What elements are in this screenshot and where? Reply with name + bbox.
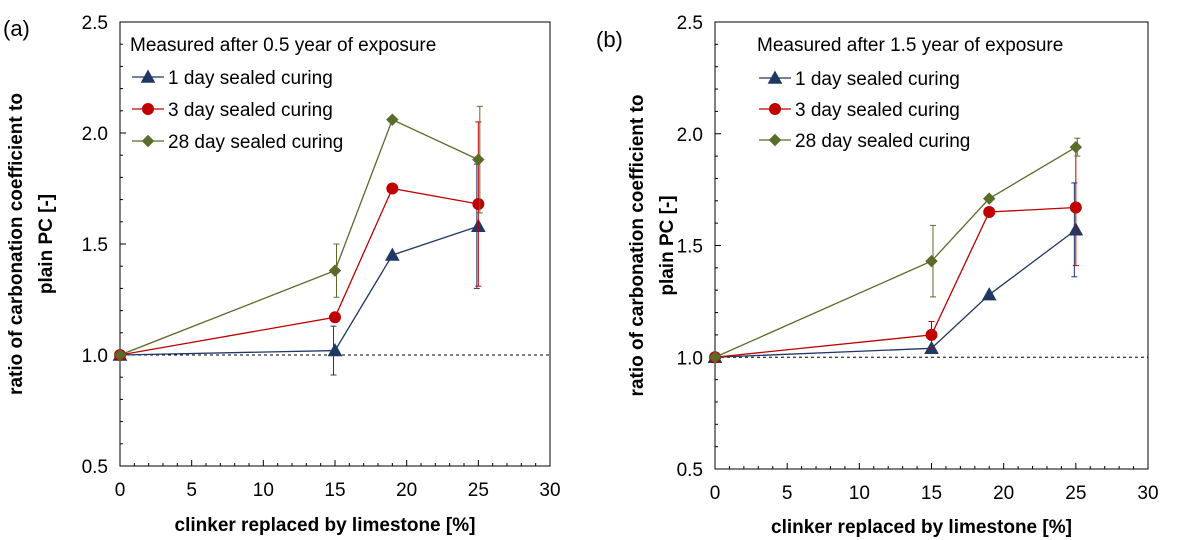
y-tick-label: 0.5	[677, 460, 703, 481]
x-tick-label: 25	[1065, 483, 1086, 504]
x-axis-title: clinker replaced by limestone [%]	[175, 515, 476, 536]
data-point	[925, 254, 938, 268]
data-point	[708, 351, 722, 364]
data-point	[384, 247, 400, 261]
y-tick-label: 0.5	[82, 457, 108, 478]
data-point	[386, 113, 399, 126]
data-point	[327, 343, 343, 357]
legend-marker	[768, 133, 782, 147]
legend-entry-label: 3 day sealed curing	[168, 100, 333, 121]
series-1	[709, 148, 1082, 364]
panel-b: (b) 0.5 1.0 1.5 2.0 2.5 0 5 10 15 20 25 30 clinker re…	[596, 13, 1159, 538]
series-line	[119, 187, 479, 356]
x-axis-title: clinker replaced by limestone [%]	[771, 517, 1072, 538]
y-axis-title-line1: ratio of carbonation coefficient to	[627, 95, 648, 397]
legend-title: Measured after 1.5 year of exposure	[757, 35, 1063, 56]
x-tick-label: 20	[993, 483, 1014, 504]
data-point	[472, 198, 485, 211]
x-tick-label: 30	[1137, 483, 1158, 504]
legend-marker	[140, 69, 156, 83]
series-line	[714, 229, 1077, 358]
series-2	[113, 105, 485, 362]
series-2	[708, 137, 1083, 364]
legend-marker	[142, 103, 154, 115]
legend: Measured after 1.5 year of exposure 1 day…	[757, 35, 1063, 152]
legend-title: Measured after 0.5 year of exposure	[130, 35, 436, 56]
legend-entry-label: 28 day sealed curing	[795, 131, 970, 152]
data-point	[983, 205, 996, 218]
panel-label: (a)	[3, 16, 30, 41]
x-tick-label: 20	[396, 480, 417, 501]
data-point	[925, 328, 938, 341]
x-tick-label: 25	[468, 480, 489, 501]
y-tick-label: 1.0	[677, 348, 703, 369]
x-tick-label: 5	[782, 483, 793, 504]
x-tick-label: 30	[539, 480, 560, 501]
legend-marker	[767, 70, 783, 84]
legend: Measured after 0.5 year of exposure 1 day…	[130, 35, 436, 153]
series-1	[114, 121, 485, 361]
data-point	[472, 153, 485, 166]
y-tick-label: 2.0	[677, 125, 703, 146]
data-point	[1069, 201, 1082, 214]
y-axis-title-line1: ratio of carbonation coefficient to	[6, 93, 27, 395]
series-line	[714, 146, 1077, 358]
y-axis-title-line2: plain PC [-]	[657, 195, 678, 295]
legend-entry-label: 28 day sealed curing	[168, 132, 343, 153]
x-tick-label: 10	[253, 480, 274, 501]
y-axis-title-line2: plain PC [-]	[36, 194, 57, 294]
legend-entry-label: 1 day sealed curing	[795, 69, 960, 90]
y-tick-label: 2.0	[82, 124, 108, 145]
panel-a: (a) 0.5 1.0 1.5 2.0 2.5 0 5 10 15 20 25 30 clinker re…	[3, 13, 561, 536]
data-point	[1069, 140, 1083, 154]
series-line	[119, 118, 479, 356]
data-point	[328, 264, 342, 277]
y-tick-label: 2.5	[677, 13, 703, 34]
x-tick-label: 15	[324, 480, 345, 501]
x-tick-label: 0	[115, 480, 126, 501]
legend-entry-label: 1 day sealed curing	[168, 68, 333, 89]
y-tick-label: 1.5	[82, 235, 108, 256]
series-line	[714, 206, 1076, 358]
x-tick-label: 0	[710, 483, 721, 504]
data-point	[113, 348, 127, 362]
data-point	[329, 311, 341, 324]
x-tick-label: 15	[921, 483, 942, 504]
y-tick-label: 2.5	[82, 13, 108, 34]
x-tick-label: 10	[849, 483, 870, 504]
data-point	[981, 287, 997, 301]
panel-label: (b)	[596, 27, 623, 52]
legend-marker	[769, 103, 781, 115]
y-tick-label: 1.5	[677, 237, 703, 258]
x-tick-label: 5	[186, 480, 197, 501]
legend-marker	[141, 134, 155, 148]
legend-entry-label: 3 day sealed curing	[795, 100, 960, 121]
y-tick-label: 1.0	[82, 346, 108, 367]
data-point	[983, 192, 996, 205]
data-point	[386, 182, 399, 195]
series-line	[119, 225, 479, 356]
